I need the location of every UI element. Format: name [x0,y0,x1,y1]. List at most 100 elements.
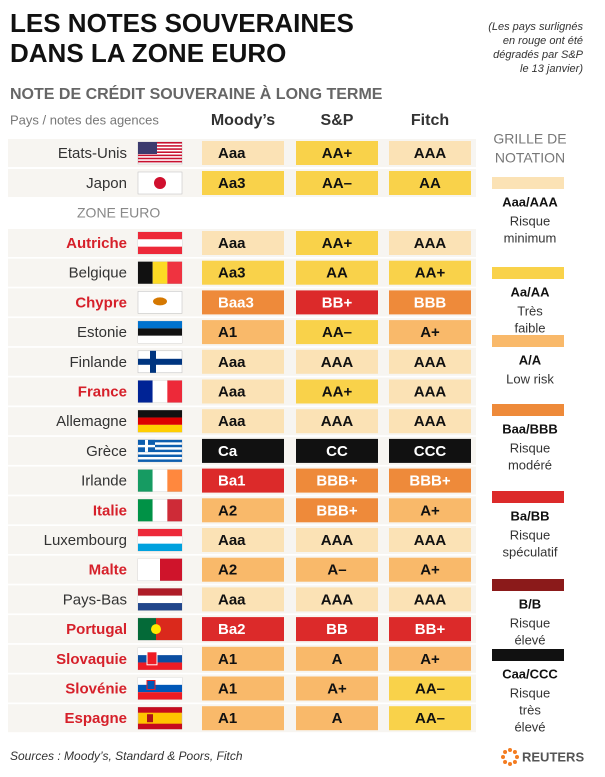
rating-cell [296,646,378,671]
legend-label: B/B [519,596,541,611]
rating: BBB+ [316,502,357,519]
rating: AAA [414,145,447,162]
flag-part [138,246,182,254]
flag-part [146,651,158,666]
rating: Aa3 [218,175,246,192]
country-name: Chypre [75,294,127,311]
rating: A2 [218,502,237,519]
flag-part [138,723,182,730]
rating-cell [296,141,378,165]
rating: AAA [321,532,354,549]
rating-cell [389,646,471,671]
rating: AAA [321,354,354,371]
rating-cell [202,379,284,404]
rating: Aaa [218,383,246,400]
subtitle: NOTE DE CRÉDIT SOUVERAINE À LONG TERME [10,84,383,103]
flag-part [138,417,182,425]
flag [137,350,183,374]
country-name: Allemagne [56,413,127,430]
flag-part [138,239,182,247]
rating: Aa3 [218,265,246,282]
rating-cell [296,231,378,255]
sources: Sources : Moody’s, Standard & Poors, Fit… [10,749,243,763]
logo-dot [508,762,512,766]
flag-part [138,692,182,700]
rating: BB+ [322,294,353,311]
rating-cell [296,438,378,463]
flag [137,231,183,255]
flag-part [138,684,182,693]
rating-cell [389,260,471,285]
rating-cell [296,349,378,374]
flag [137,617,183,641]
country-name: Portugal [66,621,127,638]
legend-swatch [492,579,564,591]
rating-cell [202,141,284,165]
rating-cell [202,260,284,285]
rating: AAA [414,591,447,608]
rating: A+ [420,562,440,579]
rating: AA+ [322,145,353,162]
flag-part [138,499,153,522]
flag [137,469,183,492]
country-name: Japon [86,175,127,192]
flag-part [138,543,182,551]
rating: Aaa [218,591,246,608]
rating-cell [389,468,471,493]
legend-desc: spéculatif [503,544,558,559]
rating-cell [202,231,284,255]
legend-swatch [492,491,564,503]
rating: Ba1 [218,473,246,490]
flag-part [138,261,153,284]
flag-part [138,595,182,604]
flag-part [138,444,155,448]
rating: BB+ [415,621,446,638]
flag-part [152,499,168,522]
country-name: Irlande [81,473,127,490]
country-name: France [78,383,127,400]
rating: AA– [322,175,352,192]
flag-part [138,655,182,663]
rating-cell [202,290,284,315]
rating: Baa3 [218,294,254,311]
rating: Aaa [218,145,246,162]
legend-desc: Risque [510,685,550,700]
flag [137,588,183,611]
legend-swatch [492,404,564,416]
flag-part [167,261,182,284]
flag [137,439,183,463]
legend-swatch [492,649,564,661]
rating: A1 [218,324,237,341]
rating: AA+ [415,265,446,282]
rating-cell [296,468,378,493]
rating-cell [202,646,284,671]
legend-desc: Risque [510,440,550,455]
logo: REUTERS [522,749,584,764]
rating-cell [389,587,471,612]
legend-label: Caa/CCC [502,666,558,681]
flag-part [160,558,182,581]
flag-part [138,603,182,611]
flag-part [138,142,157,154]
flag-part [138,424,182,433]
flag-part [138,647,182,656]
flag-part [138,151,182,153]
legend-desc: très [519,702,541,717]
legend-desc: Risque [510,213,550,228]
rating-cell [202,409,284,434]
rating-cell [296,706,378,731]
legend-swatch [492,177,564,189]
rating: AA+ [322,383,353,400]
rating-cell [202,557,284,582]
rating-cell [202,438,284,463]
rating-cell [202,171,284,195]
rating: BBB+ [409,473,450,490]
rating-cell [389,171,471,195]
rating-cell [389,290,471,315]
rating: AA [419,175,441,192]
rating: A+ [327,680,347,697]
logo-dot [515,755,519,759]
flag-part [138,410,182,418]
flag [137,171,183,195]
rating-cell [202,528,284,552]
